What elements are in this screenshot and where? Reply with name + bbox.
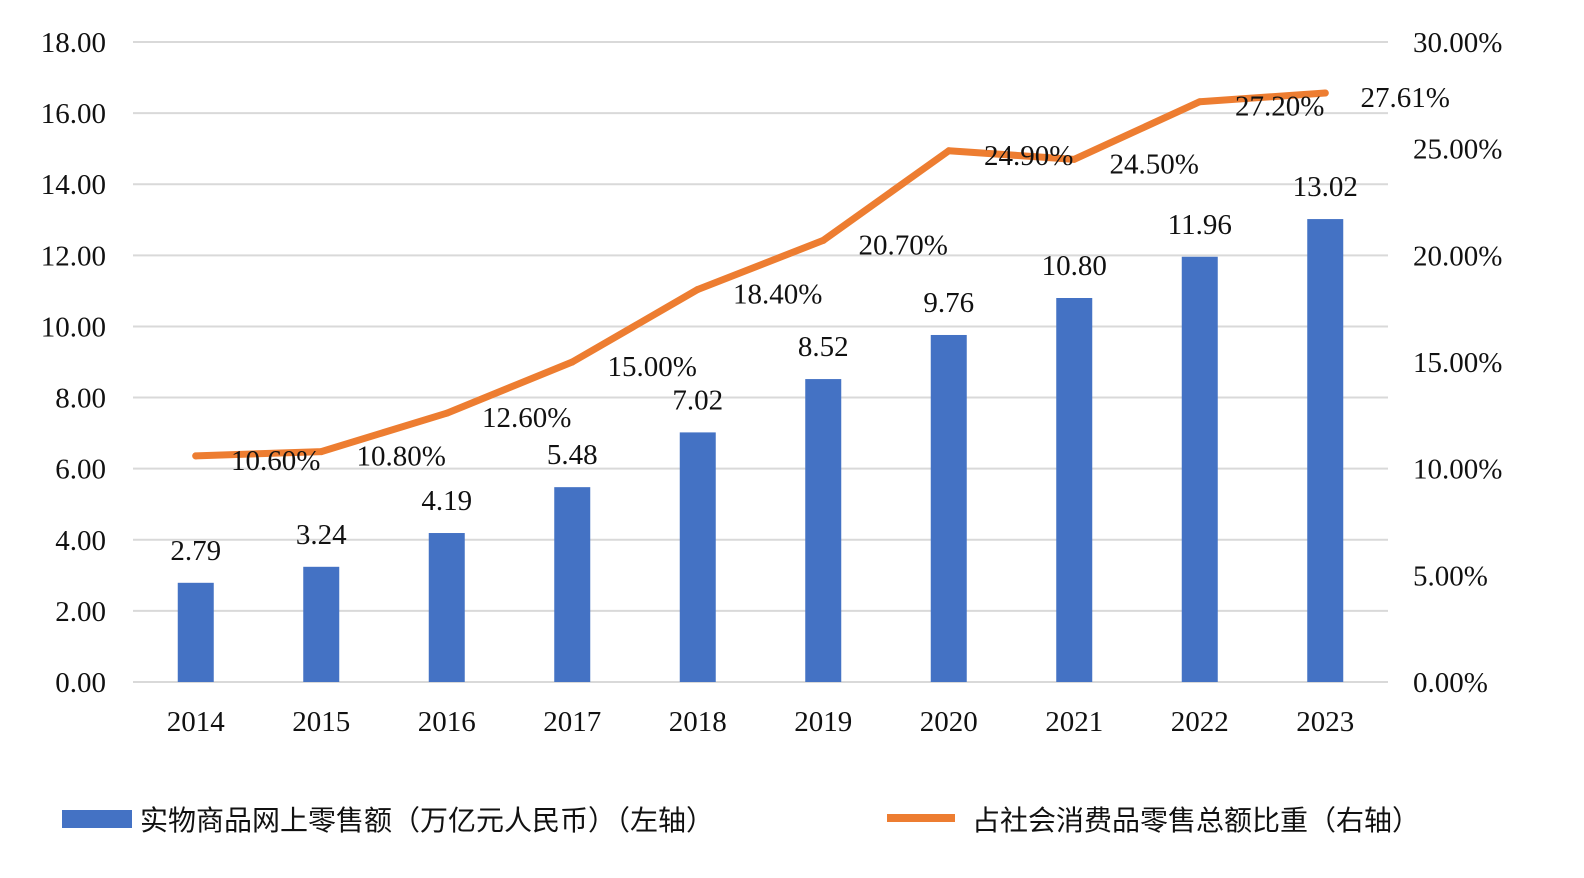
line-data-label: 20.70% [859,229,948,261]
left-tick-label: 2.00 [55,596,106,628]
right-tick-label: 10.00% [1413,454,1502,486]
x-tick-label: 2017 [543,706,601,738]
bar [428,533,465,682]
line-point [1196,98,1204,106]
bar-data-label: 5.48 [547,439,598,471]
line-point [568,358,576,366]
line-point [1321,89,1329,97]
bar-data-label: 7.02 [672,384,723,416]
bar [1307,219,1344,683]
line-data-label: 18.40% [733,278,822,310]
line-data-label: 15.00% [608,351,697,383]
bar [177,582,214,682]
x-tick-label: 2019 [794,706,852,738]
bar-data-label: 4.19 [421,485,472,517]
line-data-labels: 10.60% 10.80% 12.60% 15.00% 18.40% 20.70% 24.9… [231,82,1450,477]
left-tick-label: 6.00 [55,454,106,486]
left-tick-label: 12.00 [41,240,106,272]
left-tick-label: 8.00 [55,383,106,415]
x-tick-label: 2016 [418,706,476,738]
left-tick-label: 0.00 [55,667,106,699]
x-axis: 2014 2015 2016 2017 2018 2019 2020 2021 2022 2023 [167,706,1355,738]
line-data-label: 10.80% [357,441,446,473]
line-point [819,236,827,244]
x-tick-label: 2015 [292,706,350,738]
bar-data-label: 2.79 [170,535,221,567]
bar-data-label: 9.76 [923,287,974,319]
legend-bar-swatch [62,810,132,828]
left-tick-label: 14.00 [41,169,106,201]
line-data-label: 27.61% [1361,82,1450,114]
x-tick-label: 2018 [669,706,727,738]
bar [303,566,340,682]
line-data-label: 10.60% [231,445,320,477]
bar-data-label: 10.80 [1042,250,1107,282]
x-tick-label: 2023 [1296,706,1354,738]
line-point [317,448,325,456]
bar [1181,256,1218,682]
left-tick-label: 18.00 [41,27,106,59]
bar-data-label: 13.02 [1293,171,1358,203]
bar [1056,298,1093,682]
right-axis: 0.00% 5.00% 10.00% 15.00% 20.00% 25.00% 30.00% [1413,27,1502,699]
gridlines [133,41,1388,683]
bar [679,432,716,682]
left-tick-label: 4.00 [55,525,106,557]
right-tick-label: 20.00% [1413,240,1502,272]
x-tick-label: 2022 [1171,706,1229,738]
line-data-label: 12.60% [482,402,571,434]
line-point [694,285,702,293]
bar-data-labels: 2.79 3.24 4.19 5.48 7.02 8.52 9.76 10.80 11.96 13… [170,171,1358,567]
line-data-label: 27.20% [1235,91,1324,123]
bar-series [177,219,1344,683]
line-data-label: 24.50% [1110,148,1199,180]
bar [805,379,842,682]
right-tick-label: 0.00% [1413,667,1488,699]
line-point [1070,155,1078,163]
line-data-label: 24.90% [984,140,1073,172]
right-tick-label: 25.00% [1413,134,1502,166]
line-path [192,89,1329,460]
bar [554,487,591,682]
line-point [443,409,451,417]
line-point [945,147,953,155]
legend: 实物商品网上零售额（万亿元人民币）（左轴） 占社会消费品零售总额比重（右轴） [62,804,1420,837]
bar-data-label: 3.24 [296,519,347,551]
line-series [192,89,1329,460]
right-tick-label: 30.00% [1413,27,1502,59]
left-tick-label: 16.00 [41,98,106,130]
legend-bar-label: 实物商品网上零售额（万亿元人民币）（左轴） [140,804,714,837]
right-tick-label: 15.00% [1413,347,1502,379]
line-point [192,452,200,460]
x-tick-label: 2014 [167,706,226,738]
right-tick-label: 5.00% [1413,560,1488,592]
x-tick-label: 2020 [920,706,978,738]
legend-line-label: 占社会消费品零售总额比重（右轴） [972,804,1420,837]
bar-data-label: 8.52 [798,331,849,363]
x-tick-label: 2021 [1045,706,1103,738]
legend-line-swatch [887,814,955,822]
left-axis: 0.00 2.00 4.00 6.00 8.00 10.00 12.00 14.00 16.00… [41,27,106,699]
bar-data-label: 11.96 [1168,209,1232,241]
left-tick-label: 10.00 [41,311,106,343]
bar [930,334,967,682]
